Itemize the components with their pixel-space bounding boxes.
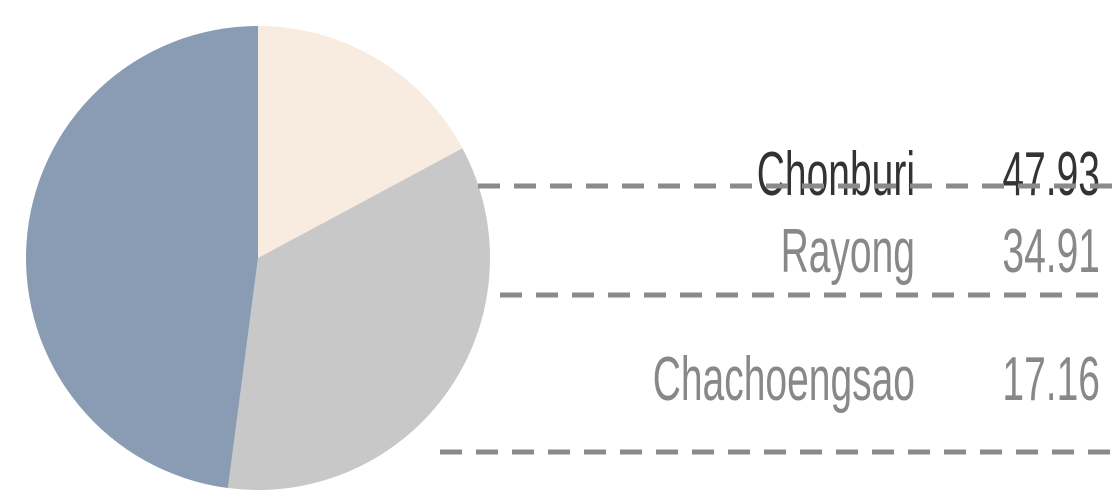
pie-slice [26, 26, 259, 489]
pie-slice [258, 26, 463, 258]
value-label: 34.91 [1002, 217, 1100, 287]
pie-slice [227, 148, 491, 491]
legend-label: Rayong [781, 217, 915, 287]
legend-label: Chachoengsao [653, 345, 915, 415]
legend-label: Chonburi [757, 140, 915, 210]
value-label: 17.16 [1002, 345, 1100, 415]
value-label: 47.93 [1002, 140, 1100, 210]
